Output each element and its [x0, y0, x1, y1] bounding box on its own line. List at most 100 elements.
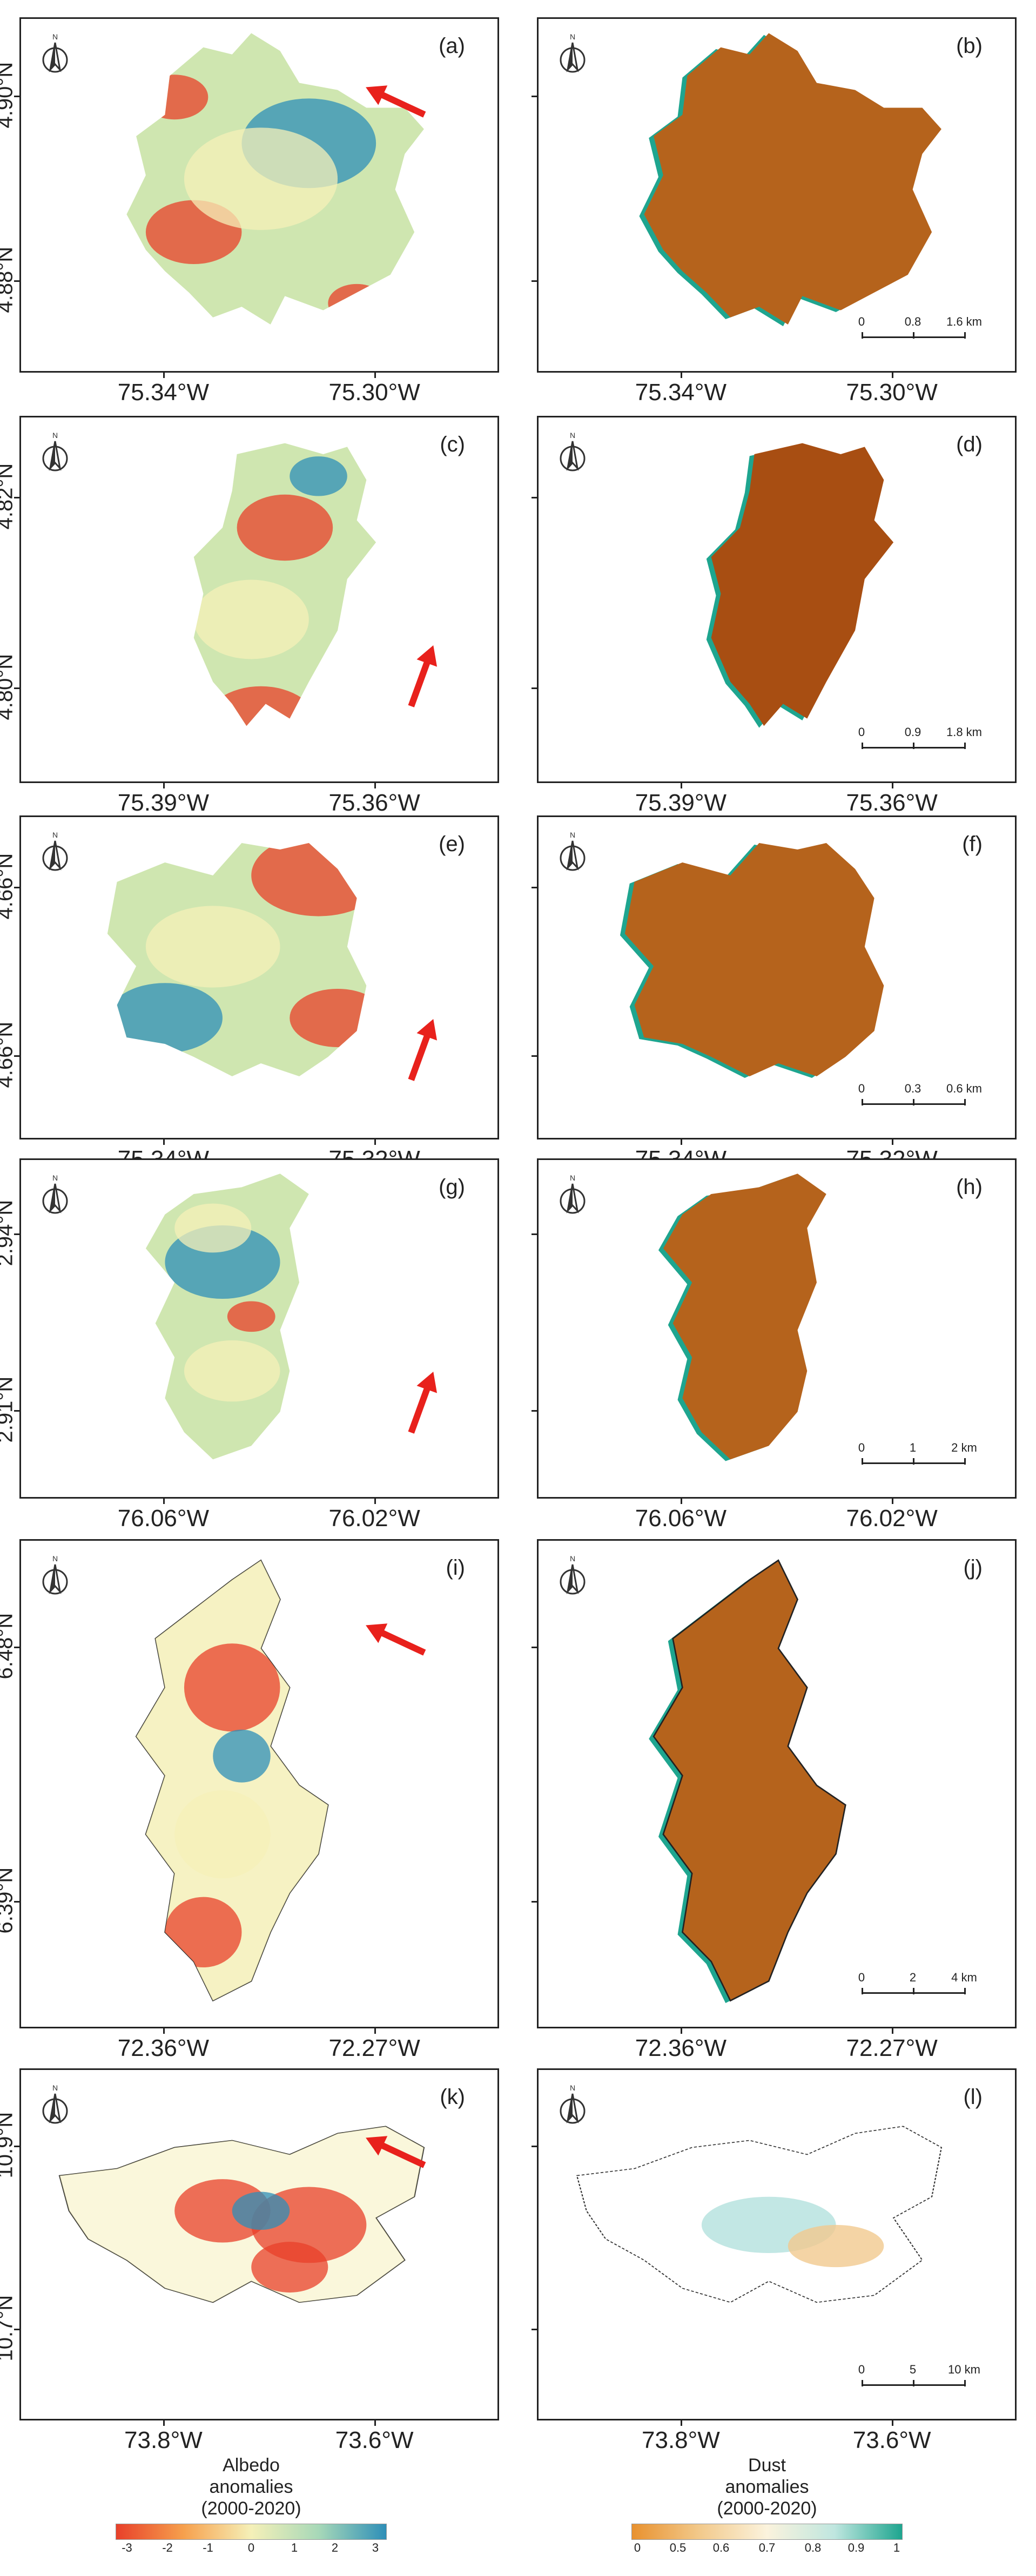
- red-arrow-icon: [381, 638, 462, 719]
- legend-title: Albedo: [111, 2454, 392, 2476]
- x-tick-label: 75.34°W: [118, 379, 209, 406]
- legend-tick: 0.7: [759, 2541, 776, 2555]
- svg-text:N: N: [570, 2083, 575, 2092]
- red-arrow-icon: [357, 2112, 438, 2193]
- albedo-legend: Albedo anomalies (2000-2020) -3 -2 -1 0 1 2 3: [111, 2454, 392, 2556]
- panel-label: (k): [440, 2085, 465, 2109]
- panel-label: (l): [963, 2085, 983, 2109]
- albedo-patch: [184, 1340, 280, 1401]
- legend-title: anomalies: [111, 2476, 392, 2498]
- scale-label: 1.6 km: [946, 315, 982, 329]
- y-tick-label: 10.7°N: [0, 2297, 18, 2362]
- x-tick-label: 76.06°W: [118, 1505, 209, 1532]
- svg-text:N: N: [570, 1174, 575, 1182]
- albedo-patch: [165, 1897, 241, 1967]
- albedo-patch: [141, 75, 208, 119]
- svg-text:N: N: [52, 1174, 58, 1182]
- scale-label: 0.6 km: [946, 1082, 982, 1096]
- svg-text:N: N: [52, 831, 58, 839]
- x-tick-label: 72.36°W: [118, 2035, 209, 2062]
- panel-label: (d): [956, 433, 983, 457]
- x-tick-label: 73.6°W: [335, 2427, 414, 2454]
- albedo-patch: [203, 686, 318, 766]
- albedo-patch: [194, 580, 309, 659]
- albedo-patch: [237, 495, 333, 561]
- x-tick-label: 73.8°W: [642, 2427, 720, 2454]
- svg-text:N: N: [570, 831, 575, 839]
- svg-text:N: N: [570, 1554, 575, 1563]
- svg-text:N: N: [570, 32, 575, 41]
- map-panel-h: N (h) 0 1 2 km: [537, 1158, 1017, 1499]
- legend-tick: 0: [248, 2541, 254, 2555]
- scale-bar: 0 2 4 km: [862, 1971, 964, 2003]
- north-arrow-icon: N: [36, 2083, 74, 2132]
- albedo-patch: [251, 2242, 328, 2292]
- scale-label: 10 km: [948, 2363, 980, 2377]
- legend-tick: 0: [634, 2541, 641, 2555]
- scale-label: 0: [858, 1441, 865, 1455]
- y-tick-label: 4.90°N: [0, 63, 18, 128]
- albedo-patch: [227, 1301, 275, 1332]
- north-arrow-icon: N: [554, 430, 591, 479]
- scale-label: 0: [858, 1971, 865, 1985]
- legend-title: (2000-2020): [627, 2498, 907, 2519]
- built-up-area: [711, 443, 893, 726]
- x-tick-label: 75.39°W: [118, 790, 209, 817]
- legend-colorbar: [116, 2524, 387, 2540]
- scale-label: 0: [858, 725, 865, 739]
- map-panel-i: N (i): [19, 1539, 499, 2028]
- map-panel-l: N (l) 0 5 10 km: [537, 2068, 1017, 2420]
- legend-tick: -1: [203, 2541, 213, 2555]
- albedo-patch: [251, 834, 386, 916]
- dust-legend: Dust anomalies (2000-2020) 0 0.5 0.6 0.7 0.8…: [627, 2454, 907, 2556]
- legend-tick: 0.6: [713, 2541, 730, 2555]
- map-panel-f: N (f) 0 0.3 0.6 km: [537, 815, 1017, 1139]
- x-tick-label: 75.39°W: [635, 790, 726, 817]
- scale-label: 0.8: [905, 315, 921, 329]
- legend-tick: 0.5: [670, 2541, 687, 2555]
- y-tick-label: 4.80°N: [0, 656, 18, 720]
- panel-label: (c): [440, 433, 465, 457]
- legend-tick: 0.9: [848, 2541, 865, 2555]
- y-tick-label: 10.9°N: [0, 2114, 18, 2179]
- north-arrow-icon: N: [554, 32, 591, 80]
- map-panel-j: N (j) 0 2 4 km: [537, 1539, 1017, 2028]
- scale-bar: 012 km: [862, 1441, 964, 1473]
- scale-label: 4 km: [951, 1971, 977, 1985]
- albedo-patch: [146, 906, 280, 987]
- red-arrow-icon: [381, 1011, 462, 1093]
- y-tick-label: 4.88°N: [0, 248, 18, 313]
- legend-colorbar: [631, 2524, 903, 2540]
- albedo-patch: [232, 2192, 290, 2230]
- x-tick-label: 75.36°W: [328, 790, 420, 817]
- svg-text:N: N: [52, 1554, 58, 1563]
- legend-tick: 1: [893, 2541, 900, 2555]
- x-tick-label: 72.27°W: [328, 2035, 420, 2062]
- svg-text:N: N: [52, 32, 58, 41]
- y-tick-label: 2.94°N: [0, 1201, 18, 1266]
- north-arrow-icon: N: [36, 1173, 74, 1222]
- scale-label: 0.9: [905, 725, 921, 739]
- albedo-patch: [184, 127, 338, 230]
- map-panel-a: N (a): [19, 17, 499, 373]
- legend-tick: -2: [162, 2541, 173, 2555]
- red-arrow-icon: [381, 1364, 462, 1445]
- albedo-patch: [184, 1643, 280, 1731]
- y-tick-label: 6.39°N: [0, 1869, 18, 1934]
- panel-label: (i): [446, 1556, 465, 1580]
- x-tick-label: 72.36°W: [635, 2035, 726, 2062]
- x-tick-label: 73.8°W: [124, 2427, 203, 2454]
- albedo-patch: [290, 456, 347, 496]
- north-arrow-icon: N: [36, 32, 74, 80]
- scale-label: 0.3: [905, 1082, 921, 1096]
- scale-label: 2: [910, 1971, 916, 1985]
- legend-title: anomalies: [627, 2476, 907, 2498]
- map-panel-b: N (b) 0 0.8 1.6 km: [537, 17, 1017, 373]
- panel-label: (f): [962, 832, 983, 857]
- scale-bar: 0 0.8 1.6 km: [862, 315, 964, 347]
- svg-text:N: N: [52, 2083, 58, 2092]
- scale-bar: 0 0.3 0.6 km: [862, 1082, 964, 1114]
- panel-label: (g): [439, 1175, 465, 1199]
- x-tick-label: 75.34°W: [635, 379, 726, 406]
- x-tick-label: 75.30°W: [328, 379, 420, 406]
